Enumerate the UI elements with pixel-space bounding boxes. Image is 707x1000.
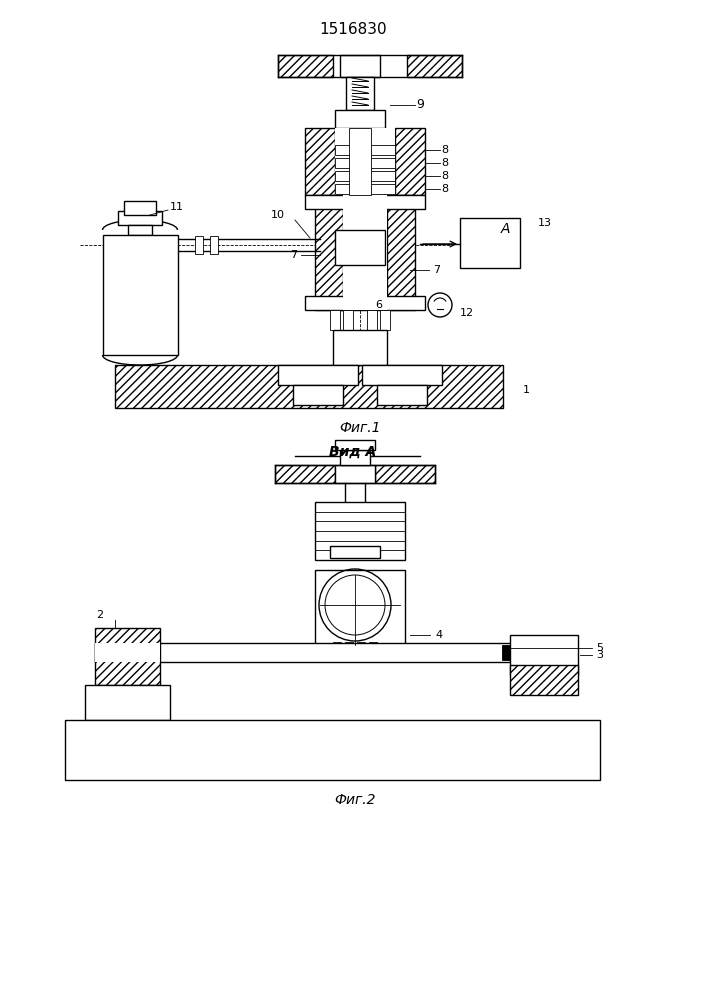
Bar xyxy=(315,195,343,310)
Bar xyxy=(335,145,395,155)
Bar xyxy=(118,211,162,225)
Bar xyxy=(335,171,395,181)
Text: 9: 9 xyxy=(416,99,424,111)
Text: 2: 2 xyxy=(96,610,103,620)
Bar xyxy=(387,195,415,310)
Bar xyxy=(335,230,385,265)
Text: А: А xyxy=(501,222,510,236)
Bar xyxy=(335,440,375,450)
Bar xyxy=(357,642,365,660)
Bar xyxy=(124,201,156,215)
Bar xyxy=(343,195,387,310)
Bar xyxy=(362,365,442,385)
Text: Фиг.2: Фиг.2 xyxy=(334,793,375,807)
Text: 7: 7 xyxy=(433,265,440,275)
Bar xyxy=(195,236,203,254)
Text: 8: 8 xyxy=(441,145,448,155)
Text: 12: 12 xyxy=(460,308,474,318)
Bar xyxy=(335,110,385,128)
Bar xyxy=(395,128,425,195)
Bar xyxy=(369,642,377,660)
Bar xyxy=(65,720,600,780)
Bar xyxy=(510,635,578,675)
Bar xyxy=(502,645,510,660)
Bar xyxy=(340,55,380,77)
Bar xyxy=(128,225,152,235)
Bar xyxy=(278,365,358,385)
Text: 13: 13 xyxy=(538,218,552,228)
Bar xyxy=(335,128,395,195)
Text: Фиг.1: Фиг.1 xyxy=(339,421,381,435)
Bar xyxy=(115,365,503,408)
Bar xyxy=(377,385,427,405)
Text: Вид А: Вид А xyxy=(329,445,377,459)
Bar xyxy=(305,195,425,209)
Text: 5: 5 xyxy=(596,643,603,653)
Text: 6: 6 xyxy=(375,300,382,310)
Bar xyxy=(305,128,335,195)
Text: 8: 8 xyxy=(441,158,448,168)
Bar xyxy=(330,310,340,330)
Circle shape xyxy=(428,293,452,317)
Bar xyxy=(460,218,520,268)
Text: 1516830: 1516830 xyxy=(319,22,387,37)
Bar xyxy=(510,665,578,695)
Bar xyxy=(275,465,335,483)
Bar xyxy=(103,235,178,355)
Bar xyxy=(335,465,375,483)
Bar xyxy=(346,77,374,110)
Bar xyxy=(375,465,435,483)
Text: 3: 3 xyxy=(596,650,603,660)
Bar xyxy=(345,642,353,660)
Text: 10: 10 xyxy=(271,210,285,220)
Bar xyxy=(278,55,333,77)
Bar xyxy=(85,685,170,720)
Bar xyxy=(335,184,395,194)
Bar xyxy=(349,128,371,195)
Bar xyxy=(340,450,370,465)
Bar xyxy=(315,502,405,560)
Bar xyxy=(330,546,380,558)
Bar xyxy=(367,310,377,330)
Bar xyxy=(315,570,405,650)
Bar xyxy=(305,296,425,310)
Bar xyxy=(380,310,390,330)
Text: 4: 4 xyxy=(435,630,442,640)
Bar xyxy=(95,643,570,662)
Bar xyxy=(335,158,395,168)
Bar xyxy=(333,330,387,365)
Bar xyxy=(293,385,343,405)
Bar xyxy=(95,643,160,662)
Text: 11: 11 xyxy=(170,202,184,212)
Bar xyxy=(95,628,160,685)
Text: 8: 8 xyxy=(441,171,448,181)
Text: 1: 1 xyxy=(523,385,530,395)
Text: 8: 8 xyxy=(441,184,448,194)
Bar xyxy=(343,310,353,330)
Bar xyxy=(407,55,462,77)
Bar xyxy=(333,642,341,660)
Bar xyxy=(210,236,218,254)
Text: 7: 7 xyxy=(290,250,297,260)
